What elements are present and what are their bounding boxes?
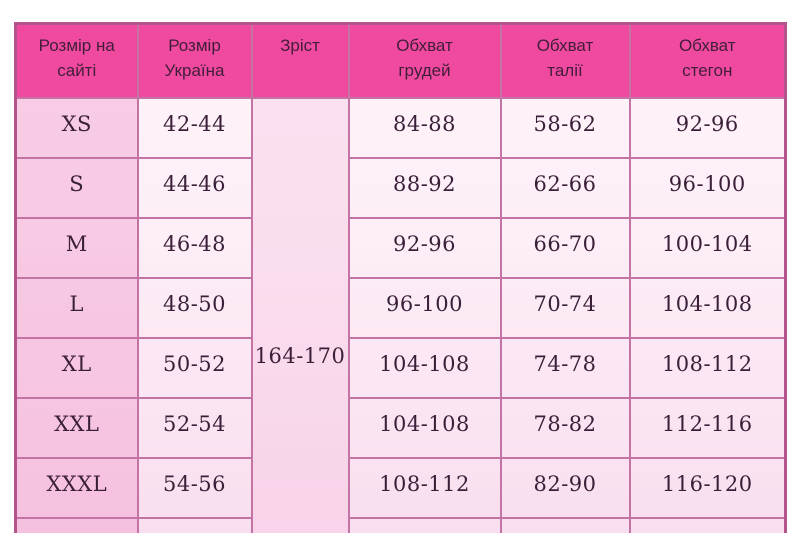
cell-ua-size: 44-46 xyxy=(136,157,253,219)
cell-chest: 84-88 xyxy=(347,97,502,159)
cell-chest: 108-112 xyxy=(347,457,502,519)
cell-waist: 62-66 xyxy=(499,157,631,219)
cell-site-size: M xyxy=(14,217,139,279)
table-row: M 46-48 92-96 66-70 100-104 xyxy=(14,217,787,279)
table-row: 4XL 56-58 112-116 90-98 120-124 xyxy=(14,517,787,533)
table-row: XL 50-52 104-108 74-78 108-112 xyxy=(14,337,787,399)
cell-hips: 120-124 xyxy=(628,517,787,533)
cell-ua-size: 46-48 xyxy=(136,217,253,279)
cell-site-size: L xyxy=(14,277,139,339)
cell-ua-size: 56-58 xyxy=(136,517,253,533)
table-row: S 44-46 88-92 62-66 96-100 xyxy=(14,157,787,219)
cell-site-size: XXXL xyxy=(14,457,139,519)
cell-chest: 112-116 xyxy=(347,517,502,533)
cell-hips: 92-96 xyxy=(628,97,787,159)
header-row: Розмір на сайті Розмір Україна Зріст Обх… xyxy=(14,22,787,99)
cell-waist: 58-62 xyxy=(499,97,631,159)
cell-chest: 92-96 xyxy=(347,217,502,279)
header-text: стегон xyxy=(682,61,733,80)
cell-waist: 78-82 xyxy=(499,397,631,459)
cell-waist: 82-90 xyxy=(499,457,631,519)
cell-ua-size: 42-44 xyxy=(136,97,253,159)
header-text: сайті xyxy=(57,61,97,80)
cell-height-merged: 164-170 xyxy=(250,97,350,533)
cell-hips: 112-116 xyxy=(628,397,787,459)
header-text: Обхват xyxy=(396,36,453,55)
cell-chest: 96-100 xyxy=(347,277,502,339)
cell-hips: 96-100 xyxy=(628,157,787,219)
header-text: Розмір xyxy=(168,36,221,55)
cell-ua-size: 50-52 xyxy=(136,337,253,399)
table-row: XXL 52-54 104-108 78-82 112-116 xyxy=(14,397,787,459)
cell-hips: 100-104 xyxy=(628,217,787,279)
cell-site-size: 4XL xyxy=(14,517,139,533)
cell-waist: 66-70 xyxy=(499,217,631,279)
cell-waist: 74-78 xyxy=(499,337,631,399)
cell-chest: 88-92 xyxy=(347,157,502,219)
cell-hips: 116-120 xyxy=(628,457,787,519)
cell-ua-size: 54-56 xyxy=(136,457,253,519)
table-row: XS 42-44 164-170 84-88 58-62 92-96 xyxy=(14,97,787,533)
cell-waist: 90-98 xyxy=(499,517,631,533)
column-header-height: Зріст xyxy=(250,22,350,99)
header-text: Україна xyxy=(164,61,225,80)
cell-hips: 108-112 xyxy=(628,337,787,399)
table-row: XXXL 54-56 108-112 82-90 116-120 xyxy=(14,457,787,519)
cell-site-size: S xyxy=(14,157,139,219)
header-text: Обхват xyxy=(536,36,594,55)
column-header-hips: Обхват стегон xyxy=(628,22,787,99)
cell-site-size: XL xyxy=(14,337,139,399)
cell-ua-size: 48-50 xyxy=(136,277,253,339)
cell-site-size: XS xyxy=(14,97,139,159)
header-text: Обхват xyxy=(678,36,736,55)
column-header-waist: Обхват талії xyxy=(499,22,631,99)
header-text: Зріст xyxy=(280,36,320,55)
size-chart-table: Розмір на сайті Розмір Україна Зріст Обх… xyxy=(14,22,787,533)
cell-site-size: XXL xyxy=(14,397,139,459)
cell-chest: 104-108 xyxy=(347,337,502,399)
cell-waist: 70-74 xyxy=(499,277,631,339)
cell-chest: 104-108 xyxy=(347,397,502,459)
table-row: L 48-50 96-100 70-74 104-108 xyxy=(14,277,787,339)
header-text: Розмір на xyxy=(38,36,115,55)
cell-ua-size: 52-54 xyxy=(136,397,253,459)
column-header-chest: Обхват грудей xyxy=(347,22,502,99)
header-text: грудей xyxy=(398,61,451,80)
header-text: талії xyxy=(547,61,583,80)
cell-hips: 104-108 xyxy=(628,277,787,339)
column-header-site-size: Розмір на сайті xyxy=(14,22,139,99)
column-header-ukraine-size: Розмір Україна xyxy=(136,22,253,99)
